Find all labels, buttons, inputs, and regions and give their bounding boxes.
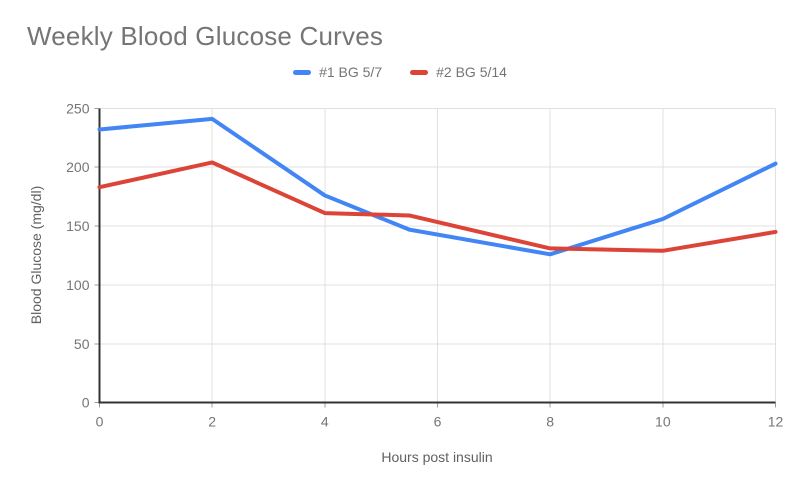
chart-title: Weekly Blood Glucose Curves <box>27 21 384 51</box>
x-tick-label: 10 <box>655 414 671 430</box>
y-tick-label: 200 <box>66 159 90 175</box>
legend-item-1[interactable]: #1 BG 5/7 <box>293 64 382 80</box>
y-tick-label: 100 <box>66 277 90 293</box>
x-axis-title: Hours post insulin <box>381 449 493 465</box>
y-tick-label: 50 <box>74 336 90 352</box>
x-tick-label: 0 <box>96 414 104 430</box>
x-tick-label: 4 <box>321 414 329 430</box>
y-axis-title: Blood Glucose (mg/dl) <box>28 185 44 325</box>
y-tick-label: 0 <box>82 395 90 411</box>
legend: #1 BG 5/7 #2 BG 5/14 <box>0 64 800 80</box>
y-tick-label: 250 <box>66 100 90 116</box>
x-tick-label: 8 <box>546 414 554 430</box>
legend-swatch <box>410 69 429 75</box>
legend-label: #2 BG 5/14 <box>436 64 507 80</box>
series-line-2[interactable] <box>97 160 778 253</box>
legend-item-2[interactable]: #2 BG 5/14 <box>410 64 507 80</box>
legend-swatch <box>293 69 312 75</box>
x-tick-label: 2 <box>208 414 216 430</box>
x-tick-label: 6 <box>434 414 442 430</box>
x-tick-label: 12 <box>768 414 784 430</box>
y-tick-label: 150 <box>66 218 90 234</box>
series-line-1[interactable] <box>97 116 778 257</box>
legend-label: #1 BG 5/7 <box>319 64 383 80</box>
